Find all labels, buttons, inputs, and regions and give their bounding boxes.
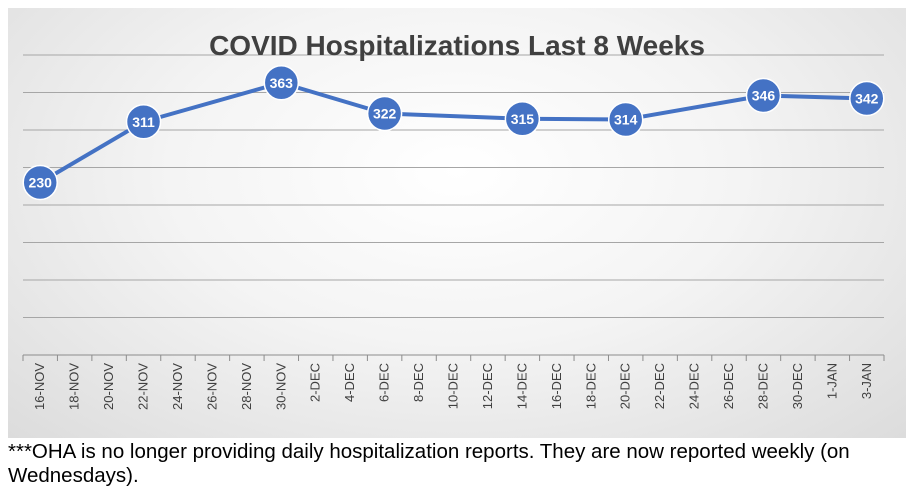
data-label: 314 <box>614 112 638 128</box>
chart-area: 16-NOV 18-NOV 20-NOV 22-NOV 24-NOV 26-NOV 28-N… <box>8 8 906 438</box>
x-tick-label: 18-DEC <box>583 363 598 409</box>
data-point <box>22 164 58 201</box>
data-point <box>366 95 403 132</box>
x-tick-label: 26-DEC <box>721 363 736 409</box>
series-line <box>38 80 869 185</box>
x-tick-label: 6-DEC <box>377 363 392 402</box>
x-tick-label: 24-NOV <box>170 363 185 410</box>
data-label: 322 <box>373 106 397 122</box>
data-point <box>745 77 782 114</box>
x-tick-label: 14-DEC <box>514 363 529 409</box>
x-tick-label: 28-NOV <box>239 363 254 410</box>
x-tick-label: 30-NOV <box>273 363 288 410</box>
x-tick-label: 3-JAN <box>859 363 874 399</box>
footnote: ***OHA is no longer providing daily hosp… <box>8 440 850 487</box>
x-tick-label: 18-NOV <box>67 363 82 410</box>
data-label: 315 <box>511 111 535 127</box>
data-label: 230 <box>29 175 53 191</box>
x-tick-label: 24-DEC <box>687 363 702 409</box>
x-tick-label: 2-DEC <box>308 363 323 402</box>
x-tick-label: 8-DEC <box>411 363 426 402</box>
x-tick-label: 1-JAN <box>824 363 839 399</box>
line-chart: 16-NOV 18-NOV 20-NOV 22-NOV 24-NOV 26-NOV 28-N… <box>22 54 885 410</box>
data-point <box>263 65 300 101</box>
x-tick-label: 12-DEC <box>480 363 495 409</box>
x-tick-label: 22-DEC <box>652 363 667 409</box>
x-tick-label: 20-DEC <box>618 363 633 409</box>
data-point <box>607 101 644 138</box>
data-point <box>125 104 162 140</box>
data-label: 363 <box>270 75 294 91</box>
x-tick-label: 20-NOV <box>101 363 116 410</box>
data-label: 342 <box>855 91 879 107</box>
x-tick-label: 16-NOV <box>32 363 47 410</box>
x-tick-label: 22-NOV <box>136 363 151 410</box>
x-tick-label: 28-DEC <box>755 363 770 409</box>
x-tick-label: 30-DEC <box>790 363 805 409</box>
chart-title: COVID Hospitalizations Last 8 Weeks <box>209 30 705 61</box>
data-point <box>849 80 885 117</box>
data-label: 311 <box>132 114 155 130</box>
x-tick-label: 26-NOV <box>204 363 219 410</box>
data-point <box>504 101 541 137</box>
x-tick-label: 4-DEC <box>342 363 357 402</box>
x-tick-label: 10-DEC <box>446 363 461 409</box>
data-label: 346 <box>752 88 776 104</box>
x-tick-label: 16-DEC <box>549 363 564 409</box>
